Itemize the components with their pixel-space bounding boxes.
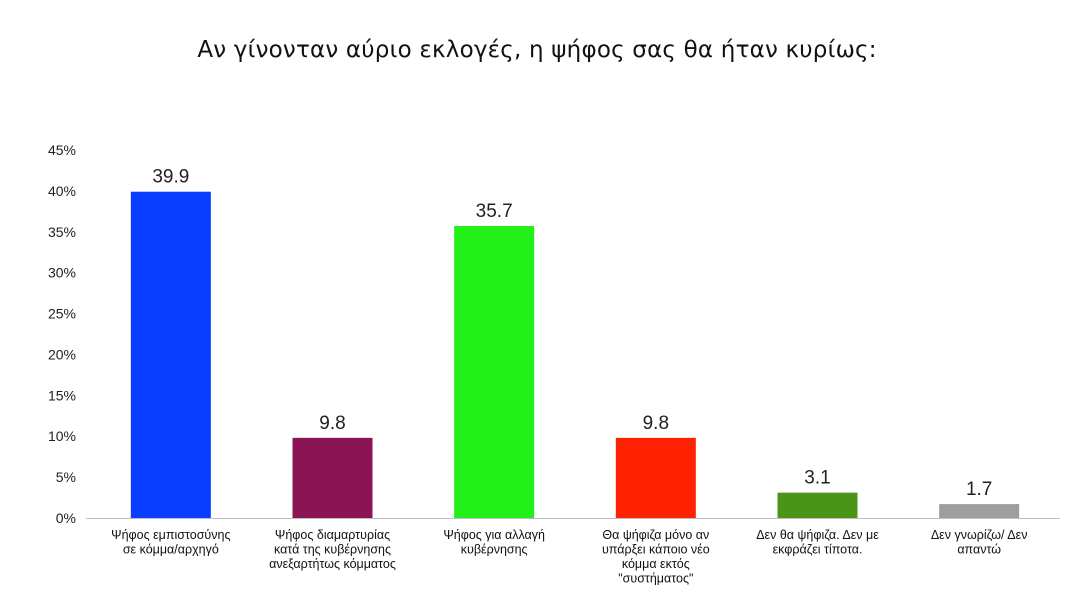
x-tick-label: Ψήφος εμπιστοσύνης σε κόμμα/αρχηγό [111,528,230,557]
y-tick-label: 45% [48,142,76,158]
y-axis: 0% 5% 10% 15% 20% 25% 30% 35% 40% 45% [48,142,76,526]
y-tick-label: 5% [56,469,76,485]
data-label: 35.7 [476,201,513,222]
data-labels: 39.9 9.8 35.7 9.8 3.1 1.7 [152,167,992,500]
category-labels: Ψήφος εμπιστοσύνης σε κόμμα/αρχηγό Ψήφος δ… [111,528,1027,586]
x-tick-label: Δεν θα ψήφιζα. Δεν με εκφράζει τίποτα. [756,528,879,557]
x-tick-label: Ψήφος για αλλαγή κυβέρνησης [443,528,545,557]
bar [454,226,535,518]
bars [130,191,1020,518]
x-tick-label: Δεν γνωρίζω/ Δεν απαντώ [931,528,1028,557]
data-label: 1.7 [966,479,992,500]
x-tick-label: Ψήφος διαμαρτυρίας κατά της κυβέρνησης ανε… [269,528,396,571]
data-label: 9.8 [643,413,669,434]
x-tick-label: Θα ψήφιζα μόνο αν υπάρξει κάποιο νέο κόμμα… [602,528,710,586]
bar [292,437,373,518]
y-tick-label: 15% [48,387,76,403]
y-tick-label: 20% [48,346,76,362]
y-tick-label: 40% [48,183,76,199]
data-label: 9.8 [319,413,345,434]
bar [777,492,858,518]
y-tick-label: 25% [48,306,76,322]
data-label: 39.9 [152,167,189,188]
y-tick-label: 0% [56,510,76,526]
y-tick-label: 35% [48,224,76,240]
bar [939,504,1020,518]
data-label: 3.1 [804,468,830,489]
y-tick-label: 30% [48,265,76,281]
chart-title: Αν γίνονταν αύριο εκλογές, η ψήφος σας θ… [197,37,877,63]
y-tick-label: 10% [48,428,76,444]
bar [615,437,696,518]
bar [130,191,211,518]
